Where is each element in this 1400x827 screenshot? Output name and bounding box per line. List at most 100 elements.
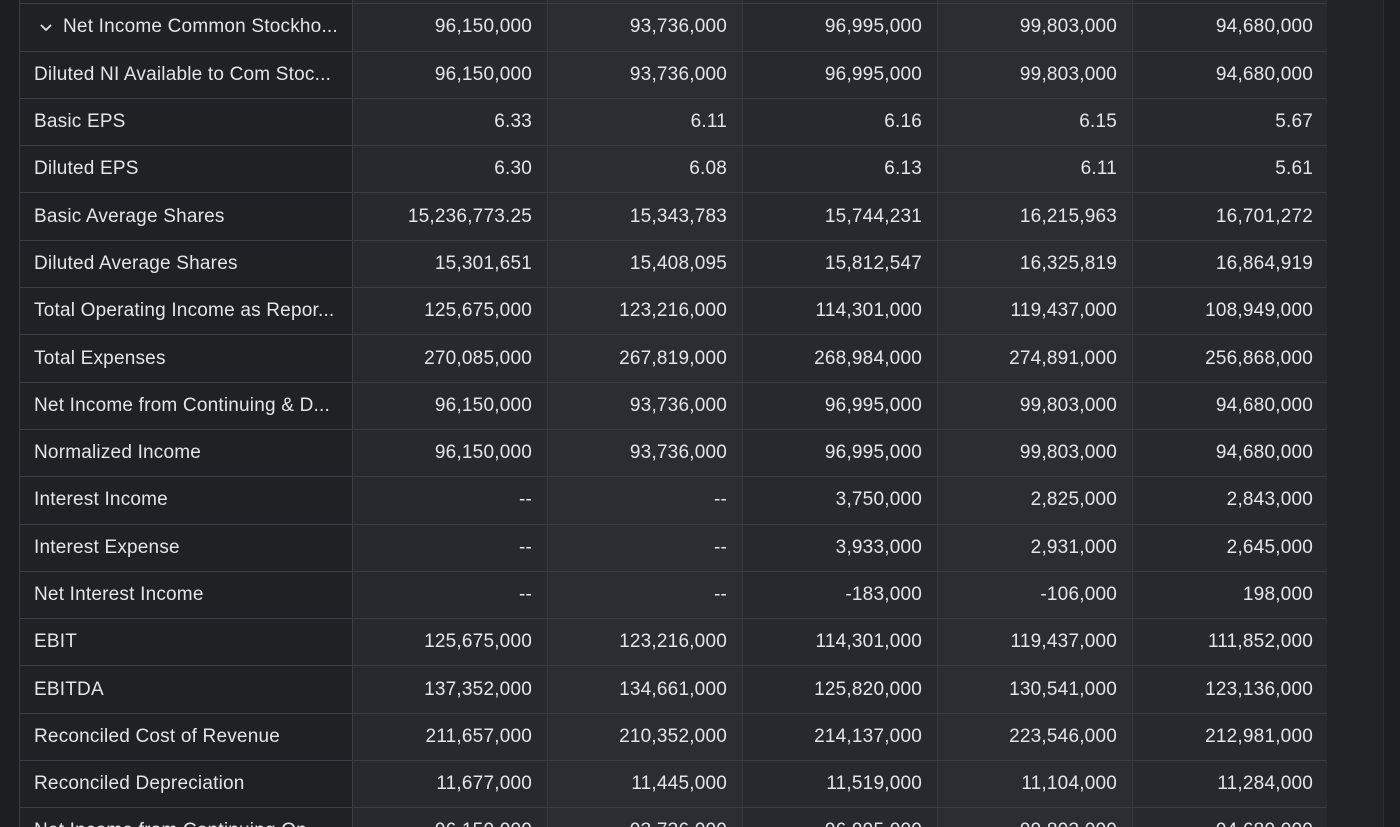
value-cell: 108,949,000: [1133, 288, 1328, 335]
row-label-cell: Diluted NI Available to Com Stoc...: [20, 51, 353, 98]
value-cell: 125,675,000: [353, 619, 548, 666]
table-row: Total Expenses 270,085,000 267,819,000 268,…: [20, 335, 1328, 383]
value-cell: 6.16: [743, 98, 938, 146]
row-label-cell: Operating Revenue: [20, 0, 353, 4]
value-cell: 96,995,000: [743, 429, 938, 477]
row-label-cell: Diluted EPS: [20, 146, 353, 193]
value-cell: 123,136,000: [1133, 666, 1328, 713]
value-cell: 96,995,000: [743, 51, 938, 98]
row-label: Net Income Common Stockho...: [63, 16, 338, 38]
table-row: Net Income from Continuing Op... 96,150,0…: [20, 808, 1328, 827]
value-cell: 256,868,000: [1133, 335, 1328, 382]
value-cell: 2,645,000: [1133, 524, 1328, 571]
value-cell: 99,803,000: [938, 51, 1133, 98]
value-cell: 94,680,000: [1133, 4, 1328, 51]
row-label: Net Interest Income: [34, 584, 204, 605]
table-row: Normalized Income 96,150,000 93,736,000 96,…: [20, 429, 1328, 478]
value-cell: 2,825,000: [938, 477, 1133, 524]
value-cell: 6.30: [353, 146, 548, 193]
row-label-cell[interactable]: Net Income Common Stockho...: [20, 4, 353, 51]
row-label-cell: Net Interest Income: [20, 571, 353, 619]
value-cell: 99,803,000: [938, 4, 1133, 51]
value-cell: 93,736,000: [548, 808, 743, 827]
table-row: Diluted EPS 6.30 6.08 6.13 6.11 5.61: [20, 146, 1328, 194]
value-cell: 11,519,000: [743, 761, 938, 808]
value-cell: 11,284,000: [1133, 761, 1328, 808]
value-cell: 3,750,000: [743, 477, 938, 524]
value-cell: 93,736,000: [548, 429, 743, 477]
value-cell: 210,352,000: [548, 713, 743, 761]
value-cell: 130,541,000: [938, 666, 1133, 713]
value-cell: -106,000: [938, 571, 1133, 619]
table-row: Net Income Common Stockho... 96,150,000 93…: [20, 4, 1328, 52]
table-row: Interest Expense -- -- 3,933,000 2,931,000 2,…: [20, 524, 1328, 572]
value-cell: 6.15: [938, 98, 1133, 146]
value-cell: 114,301,000: [743, 288, 938, 335]
row-label: Interest Expense: [34, 536, 180, 558]
value-cell: 16,701,272: [1133, 193, 1328, 240]
value-cell: 96,150,000: [353, 382, 548, 429]
row-label-cell: EBITDA: [20, 666, 353, 713]
value-cell: 211,657,000: [353, 713, 548, 761]
row-label-cell: Reconciled Depreciation: [20, 761, 353, 808]
table-row: Diluted NI Available to Com Stoc... 96,15…: [20, 51, 1328, 99]
table-row: Net Income from Continuing & D... 96,150,…: [20, 382, 1328, 430]
value-cell: 6.11: [548, 98, 743, 146]
row-label: Net Income from Continuing & D...: [34, 394, 330, 416]
value-cell: 15,236,773.25: [353, 193, 548, 240]
value-cell: 15,301,651: [353, 240, 548, 288]
value-cell: 96,995,000: [743, 808, 938, 827]
value-cell: 212,981,000: [1133, 713, 1328, 761]
table-row: Diluted Average Shares 15,301,651 15,408,0…: [20, 240, 1328, 289]
value-cell: 365,035,000: [743, 0, 938, 4]
value-cell: --: [548, 477, 743, 524]
row-label-cell: Net Income from Continuing & D...: [20, 382, 353, 429]
chevron-down-icon[interactable]: [38, 19, 54, 35]
row-label-cell: EBIT: [20, 619, 353, 666]
value-cell: --: [548, 524, 743, 571]
right-side-panel: [1327, 0, 1384, 827]
table-row: Reconciled Cost of Revenue 211,657,000 210…: [20, 713, 1328, 762]
value-cell: 2,843,000: [1133, 477, 1328, 524]
row-label: Interest Income: [34, 489, 168, 511]
value-cell: 361,555,000: [548, 0, 743, 4]
value-cell: 123,216,000: [548, 288, 743, 335]
table-row: Reconciled Depreciation 11,677,000 11,445,…: [20, 761, 1328, 809]
value-cell: 125,820,000: [743, 666, 938, 713]
value-cell: 96,150,000: [353, 4, 548, 51]
value-cell: 11,445,000: [548, 761, 743, 808]
value-cell: 94,680,000: [1133, 51, 1328, 98]
value-cell: 16,864,919: [1133, 240, 1328, 288]
value-cell: 6.11: [938, 146, 1133, 193]
value-cell: 111,852,000: [1133, 619, 1328, 666]
value-cell: 96,995,000: [743, 4, 938, 51]
value-cell: 11,104,000: [938, 761, 1133, 808]
row-label: Reconciled Depreciation: [34, 773, 245, 795]
value-cell: 99,803,000: [938, 808, 1133, 827]
row-label-cell: Interest Expense: [20, 524, 353, 571]
value-cell: 198,000: [1133, 571, 1328, 619]
value-cell: 96,150,000: [353, 51, 548, 98]
value-cell: 380,328,000: [938, 0, 1133, 4]
row-label-cell: Basic EPS: [20, 98, 353, 146]
value-cell: 99,803,000: [938, 429, 1133, 477]
value-cell: 16,215,963: [938, 193, 1133, 240]
value-cell: 93,736,000: [548, 4, 743, 51]
table-row: Operating Revenue366,235,000361,555,0003…: [20, 0, 1328, 5]
value-cell: 5.61: [1133, 146, 1328, 193]
value-cell: 11,677,000: [353, 761, 548, 808]
value-cell: 93,736,000: [548, 51, 743, 98]
table-row: EBIT 125,675,000 123,216,000 114,301,000 119…: [20, 619, 1328, 667]
value-cell: 15,812,547: [743, 240, 938, 288]
row-label: Total Operating Income as Repor...: [34, 300, 335, 322]
value-cell: 134,661,000: [548, 666, 743, 713]
value-cell: 268,984,000: [743, 335, 938, 382]
row-label: Total Expenses: [34, 347, 166, 369]
value-cell: 274,891,000: [938, 335, 1133, 382]
table-row: Basic Average Shares 15,236,773.25 15,343,…: [20, 193, 1328, 241]
row-label: Diluted Average Shares: [34, 252, 238, 274]
row-label: Net Income from Continuing Op...: [34, 820, 323, 827]
row-label-cell: Net Income from Continuing Op...: [20, 808, 353, 827]
value-cell: 6.13: [743, 146, 938, 193]
